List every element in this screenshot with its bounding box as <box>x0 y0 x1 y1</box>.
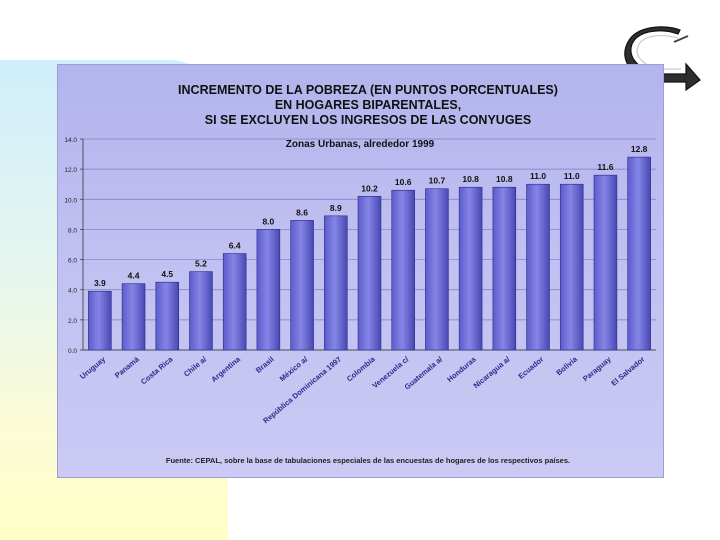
bar-value-label: 10.8 <box>462 174 479 184</box>
bar-value-label: 8.0 <box>262 216 274 226</box>
x-category-label: Panamá <box>113 354 141 380</box>
chart-title-line: INCREMENTO DE LA POBREZA (EN PUNTOS PORC… <box>178 83 558 97</box>
bar <box>357 195 382 351</box>
bar <box>256 229 281 351</box>
x-category-label: México a/ <box>278 354 310 383</box>
bar-value-label: 11.0 <box>530 171 546 181</box>
x-category-label: Nicaragua a/ <box>472 354 513 390</box>
y-tick-label: 14.0 <box>64 137 77 144</box>
x-category-label: Honduras <box>445 355 478 384</box>
bar <box>458 186 483 351</box>
x-category-label: Uruguay <box>78 354 108 381</box>
y-tick-label: 2.0 <box>68 318 77 325</box>
bar <box>593 174 618 351</box>
bar-value-label: 11.0 <box>564 171 580 181</box>
bar <box>155 281 180 351</box>
x-category-label: Ecuador <box>517 355 546 381</box>
bar <box>526 183 550 351</box>
bar <box>324 215 348 351</box>
bar <box>88 290 112 351</box>
bar-value-label: 4.4 <box>128 271 140 281</box>
chart-source-note: Fuente: CEPAL, sobre la base de tabulaci… <box>165 456 571 465</box>
bar <box>492 186 517 351</box>
x-category-label: El Salvador <box>609 355 646 388</box>
bar <box>290 220 314 351</box>
bar <box>559 183 584 351</box>
bar-value-label: 5.2 <box>195 259 207 269</box>
bar-value-label: 6.4 <box>229 241 241 251</box>
bar-value-label: 8.9 <box>330 203 342 213</box>
x-category-label: Paraguay <box>581 354 613 383</box>
y-tick-label: 8.0 <box>68 227 77 234</box>
bar-value-label: 10.8 <box>496 174 513 184</box>
bar-value-label: 11.6 <box>597 162 613 172</box>
bar-value-label: 4.5 <box>161 269 173 279</box>
bar-value-label: 10.2 <box>361 183 378 193</box>
bar-value-label: 10.7 <box>429 176 446 186</box>
chart-subtitle: Zonas Urbanas, alrededor 1999 <box>285 139 435 150</box>
y-tick-label: 12.0 <box>64 167 77 174</box>
x-category-label: Chile a/ <box>182 354 209 379</box>
bar <box>627 156 651 351</box>
bar-value-label: 8.6 <box>296 207 308 217</box>
bar-value-label: 10.6 <box>395 177 412 187</box>
bar <box>425 188 449 351</box>
bar <box>189 271 213 351</box>
x-category-label: Brasil <box>254 355 276 375</box>
x-category-label: Bolivia <box>554 354 579 377</box>
bar-value-label: 3.9 <box>94 278 106 288</box>
bar <box>222 253 247 351</box>
bar <box>391 189 415 351</box>
chart-title-line: SI SE EXCLUYEN LOS INGRESOS DE LAS CONYU… <box>204 113 532 127</box>
bar <box>121 283 146 351</box>
y-tick-label: 6.0 <box>68 258 77 265</box>
y-tick-label: 10.0 <box>64 197 77 204</box>
y-tick-label: 0.0 <box>68 348 77 355</box>
bar-chart: 0.0 2.0 4.0 6.0 8.0 10.0 12.0 14.0 3.9 Uruguay 4.4… <box>64 137 656 425</box>
y-tick-label: 4.0 <box>68 288 77 295</box>
x-category-label: Costa Rica <box>139 354 175 386</box>
chart-title-line: EN HOGARES BIPARENTALES, <box>274 98 462 112</box>
x-category-label: Guatemala a/ <box>403 354 445 391</box>
bar-value-label: 12.8 <box>631 144 648 154</box>
x-category-label: Argentina <box>209 354 242 384</box>
chart-panel: INCREMENTO DE LA POBREZA (EN PUNTOS PORC… <box>57 64 664 478</box>
x-category-label: Colombia <box>345 354 378 383</box>
chart-title: INCREMENTO DE LA POBREZA (EN PUNTOS PORC… <box>158 83 578 128</box>
